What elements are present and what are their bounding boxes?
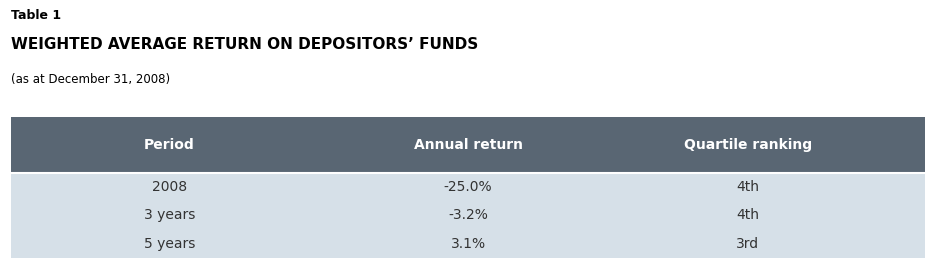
Text: WEIGHTED AVERAGE RETURN ON DEPOSITORS’ FUNDS: WEIGHTED AVERAGE RETURN ON DEPOSITORS’ F… [10,37,478,52]
Text: Quartile ranking: Quartile ranking [684,138,812,152]
Text: -3.2%: -3.2% [448,208,488,222]
Text: -25.0%: -25.0% [444,180,492,194]
Text: 2008: 2008 [152,180,187,194]
Bar [10,173,926,201]
Text: 4th: 4th [737,180,759,194]
Text: (as at December 31, 2008): (as at December 31, 2008) [10,73,169,86]
Text: Annual return: Annual return [414,138,522,152]
Bar [10,201,926,229]
Text: Period: Period [144,138,195,152]
Text: 3rd: 3rd [737,236,759,250]
Text: 5 years: 5 years [144,236,195,250]
Text: 3.1%: 3.1% [450,236,486,250]
Text: 4th: 4th [737,208,759,222]
Text: 3 years: 3 years [144,208,195,222]
Bar [10,229,926,258]
Text: Table 1: Table 1 [10,9,61,22]
Bar [10,117,926,173]
